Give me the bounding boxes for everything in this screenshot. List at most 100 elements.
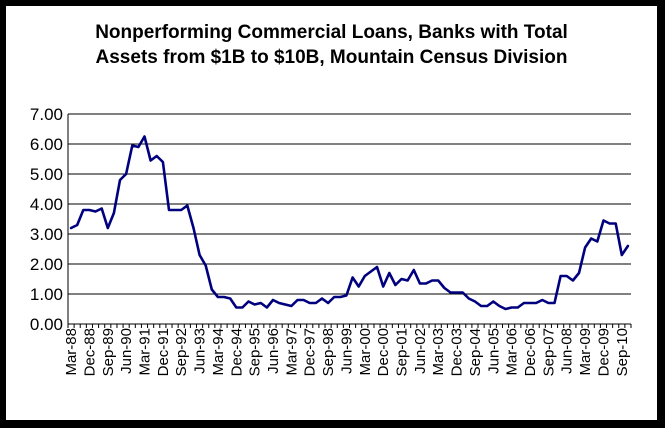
data-point — [211, 288, 213, 291]
x-tick-label: Mar-06 — [504, 328, 521, 376]
data-point — [143, 135, 146, 138]
data-point — [559, 275, 562, 277]
x-tick-label: Mar-97 — [283, 328, 300, 376]
data-point — [461, 291, 464, 294]
data-point — [584, 246, 586, 249]
data-point — [382, 285, 384, 288]
data-point — [88, 209, 91, 211]
x-tick-label: Sep-89 — [100, 328, 117, 376]
data-point — [498, 305, 501, 307]
x-tick-label: Sep-98 — [320, 328, 337, 376]
data-point — [272, 299, 274, 301]
data-point — [162, 161, 164, 163]
data-point — [235, 306, 238, 309]
data-point — [608, 222, 611, 225]
data-point — [70, 227, 72, 229]
data-point — [223, 296, 225, 298]
data-point — [119, 179, 121, 181]
x-tick-label: Dec-94 — [228, 328, 245, 376]
data-point — [412, 269, 415, 271]
x-tick-label: Sep-07 — [540, 328, 557, 376]
data-point — [614, 222, 617, 225]
data-point — [253, 303, 256, 306]
x-tick-label: Mar-00 — [357, 328, 374, 376]
data-point — [284, 303, 287, 306]
data-point — [419, 282, 421, 285]
data-point — [94, 210, 97, 213]
data-point — [449, 291, 452, 294]
data-point — [504, 308, 507, 310]
data-point — [327, 302, 329, 304]
data-point — [247, 300, 250, 303]
x-tick-label: Dec-00 — [375, 328, 392, 376]
x-tick-label: Jun-08 — [559, 328, 576, 374]
data-point — [535, 302, 537, 304]
data-point — [217, 296, 219, 298]
x-tick-label: Jun-93 — [192, 328, 209, 374]
y-tick-label: 6.00 — [30, 135, 63, 154]
x-tick-label: Jun-05 — [485, 328, 502, 374]
data-point — [290, 305, 293, 307]
x-tick-label: Mar-91 — [136, 328, 153, 376]
chart-title: Nonperforming Commercial Loans, Banks wi… — [6, 20, 657, 70]
chart-title-line-1: Nonperforming Commercial Loans, Banks wi… — [95, 22, 568, 43]
data-point — [198, 254, 201, 256]
data-point — [388, 272, 391, 274]
x-tick-label: Jun-90 — [118, 328, 135, 374]
x-tick-label: Sep-01 — [394, 328, 411, 376]
data-point — [627, 245, 629, 247]
y-tick-label: 5.00 — [30, 165, 63, 184]
data-point — [492, 300, 495, 303]
data-point — [186, 204, 189, 207]
data-point — [474, 300, 476, 303]
data-point — [149, 159, 152, 162]
x-tick-label: Mar-03 — [430, 328, 447, 376]
data-point — [541, 299, 544, 301]
data-point — [590, 237, 593, 240]
x-tick-label: Dec-91 — [155, 328, 172, 376]
data-point — [113, 212, 115, 214]
data-point — [137, 146, 140, 148]
y-tick-label: 7.00 — [30, 105, 63, 124]
data-point — [345, 294, 348, 297]
x-tick-label: Mar-88 — [63, 328, 80, 376]
y-tick-label: 1.00 — [30, 285, 63, 304]
data-point — [204, 264, 207, 267]
data-point — [468, 297, 470, 300]
data-point — [621, 254, 623, 256]
data-point — [351, 276, 354, 279]
x-tick-label: Sep-92 — [173, 328, 190, 376]
x-tick-label: Dec-06 — [522, 328, 539, 376]
data-point — [553, 302, 556, 304]
chart-title-line-2: Assets from $1B to $10B, Mountain Census… — [95, 47, 568, 68]
x-tick-label: Sep-04 — [467, 328, 484, 376]
data-point — [315, 302, 317, 304]
x-tick-label: Dec-03 — [449, 328, 466, 376]
y-tick-label: 0.00 — [30, 315, 63, 334]
data-point — [168, 209, 170, 211]
x-tick-label: Jun-96 — [265, 328, 282, 374]
data-point — [455, 291, 458, 294]
data-point — [578, 272, 580, 274]
data-point — [547, 302, 550, 304]
data-point — [155, 155, 158, 157]
x-tick-label: Jun-99 — [338, 328, 355, 374]
data-point — [339, 296, 342, 298]
data-point — [394, 284, 397, 286]
data-point — [241, 306, 244, 309]
data-point — [437, 279, 440, 282]
data-point — [400, 278, 403, 280]
y-tick-label: 2.00 — [30, 255, 63, 274]
data-point — [125, 173, 127, 175]
data-point — [308, 302, 311, 304]
data-point — [302, 299, 305, 301]
data-point — [192, 227, 195, 229]
data-point — [565, 275, 568, 277]
data-point — [486, 305, 488, 307]
data-point — [596, 240, 599, 243]
data-point — [266, 306, 268, 309]
data-point — [296, 299, 299, 301]
data-point — [510, 306, 513, 309]
